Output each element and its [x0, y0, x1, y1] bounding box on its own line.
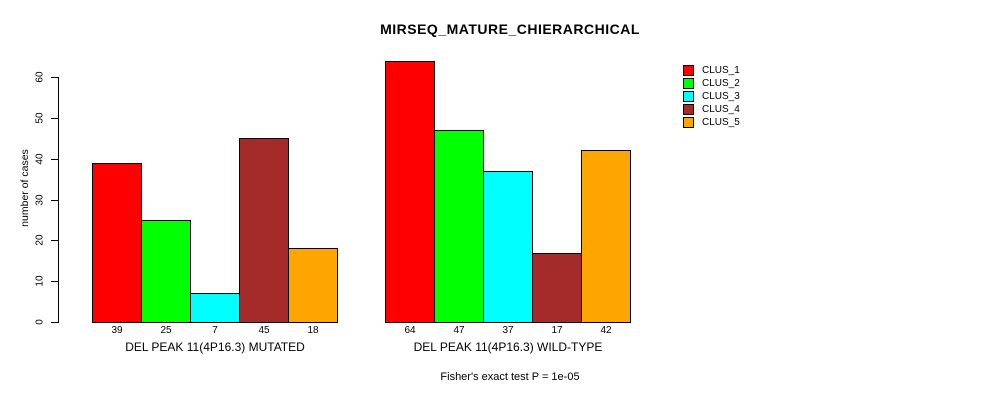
- caption-fishers-test: Fisher's exact test P = 1e-05: [440, 371, 580, 383]
- y-axis-tick: [51, 200, 58, 201]
- y-axis-tick: [51, 322, 58, 323]
- legend-swatch-clus_1: [683, 65, 694, 76]
- group-label-1: DEL PEAK 11(4P16.3) MUTATED: [125, 340, 305, 354]
- bar-clus_4-group-1: [239, 138, 289, 323]
- legend-label-clus_1: CLUS_1: [702, 65, 740, 76]
- bar-clus_1-group-1: [92, 163, 142, 323]
- legend-swatch-clus_3: [683, 91, 694, 102]
- y-axis-tick-label: 60: [34, 71, 46, 83]
- chart-title: MIRSEQ_MATURE_CHIERARCHICAL: [380, 21, 640, 37]
- bar-clus_2-group-2: [434, 130, 484, 323]
- legend-label-clus_5: CLUS_5: [702, 117, 740, 128]
- y-axis-tick-label: 40: [34, 153, 46, 165]
- y-axis-tick-label: 30: [34, 194, 46, 206]
- y-axis-tick-label: 50: [34, 112, 46, 124]
- legend-swatch-clus_2: [683, 78, 694, 89]
- bar-clus_5-group-1: [288, 248, 338, 323]
- bar-clus_3-group-2: [483, 171, 533, 323]
- y-axis-line: [58, 77, 59, 323]
- y-axis-label: number of cases: [19, 149, 31, 227]
- legend-label-clus_4: CLUS_4: [702, 104, 740, 115]
- y-axis-tick-label: 20: [34, 234, 46, 246]
- y-axis-tick: [51, 159, 58, 160]
- bar-value-label: 37: [502, 325, 514, 336]
- bar-clus_4-group-2: [532, 253, 582, 323]
- bar-value-label: 45: [258, 325, 270, 336]
- y-axis-tick-label: 0: [34, 319, 46, 325]
- bar-value-label: 17: [551, 325, 563, 336]
- bar-value-label: 39: [111, 325, 123, 336]
- y-axis-tick: [51, 77, 58, 78]
- y-axis-tick-label: 10: [34, 275, 46, 287]
- bar-value-label: 18: [307, 325, 319, 336]
- legend-swatch-clus_4: [683, 104, 694, 115]
- bar-clus_1-group-2: [385, 61, 435, 323]
- bar-clus_2-group-1: [141, 220, 191, 323]
- y-axis-tick: [51, 281, 58, 282]
- y-axis-tick: [51, 240, 58, 241]
- legend-label-clus_2: CLUS_2: [702, 78, 740, 89]
- bar-clus_5-group-2: [581, 150, 631, 323]
- bar-value-label: 64: [404, 325, 416, 336]
- bar-value-label: 47: [453, 325, 465, 336]
- bar-value-label: 42: [600, 325, 612, 336]
- legend-label-clus_3: CLUS_3: [702, 91, 740, 102]
- bar-value-label: 25: [160, 325, 172, 336]
- bar-clus_3-group-1: [190, 293, 240, 323]
- y-axis-tick: [51, 118, 58, 119]
- group-label-2: DEL PEAK 11(4P16.3) WILD-TYPE: [413, 340, 603, 354]
- legend-swatch-clus_5: [683, 117, 694, 128]
- bar-value-label: 7: [212, 325, 218, 336]
